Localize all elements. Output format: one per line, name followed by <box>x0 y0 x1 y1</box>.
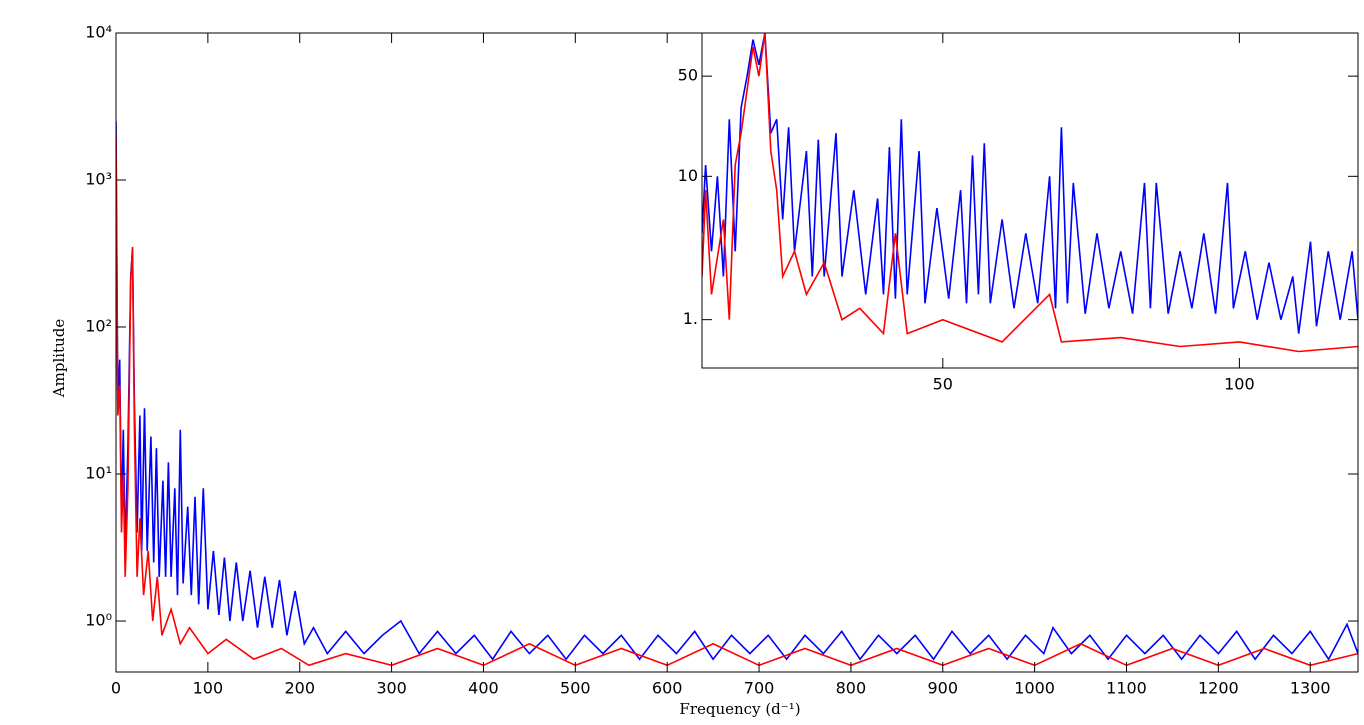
x-tick-label: 1200 <box>1198 679 1239 698</box>
y-tick-label: 10 <box>678 166 698 185</box>
y-tick-label: 10² <box>85 317 112 336</box>
x-axis-label: Frequency (d⁻¹) <box>679 700 800 718</box>
x-tick-label: 100 <box>193 679 224 698</box>
y-tick-label: 10⁴ <box>85 23 112 42</box>
x-tick-label: 50 <box>933 375 953 394</box>
y-tick-label: 10³ <box>85 170 112 189</box>
plot-area <box>702 33 1358 353</box>
y-axis-label: Amplitude <box>50 319 68 399</box>
series-line <box>702 33 1358 353</box>
y-tick-label: 10¹ <box>85 464 112 483</box>
y-tick-label: 50 <box>678 66 698 85</box>
plot-area <box>116 121 1358 667</box>
x-tick-label: 0 <box>111 679 121 698</box>
series-line <box>116 121 1358 661</box>
x-tick-label: 1100 <box>1106 679 1147 698</box>
x-tick-label: 500 <box>560 679 591 698</box>
x-tick-label: 600 <box>652 679 683 698</box>
x-tick-label: 200 <box>284 679 315 698</box>
series-line <box>702 33 1358 334</box>
inset-background <box>702 33 1358 368</box>
x-tick-label: 900 <box>928 679 959 698</box>
y-tick-label: 10⁰ <box>85 611 112 630</box>
y-tick-label: 1. <box>683 309 698 328</box>
x-tick-label: 100 <box>1224 375 1255 394</box>
plot-frame <box>701 32 1359 369</box>
x-tick-label: 1300 <box>1290 679 1331 698</box>
x-tick-label: 700 <box>744 679 775 698</box>
x-tick-label: 800 <box>836 679 867 698</box>
x-tick-label: 300 <box>376 679 407 698</box>
series-line <box>116 135 1358 667</box>
x-tick-label: 400 <box>468 679 499 698</box>
x-tick-label: 1000 <box>1014 679 1055 698</box>
